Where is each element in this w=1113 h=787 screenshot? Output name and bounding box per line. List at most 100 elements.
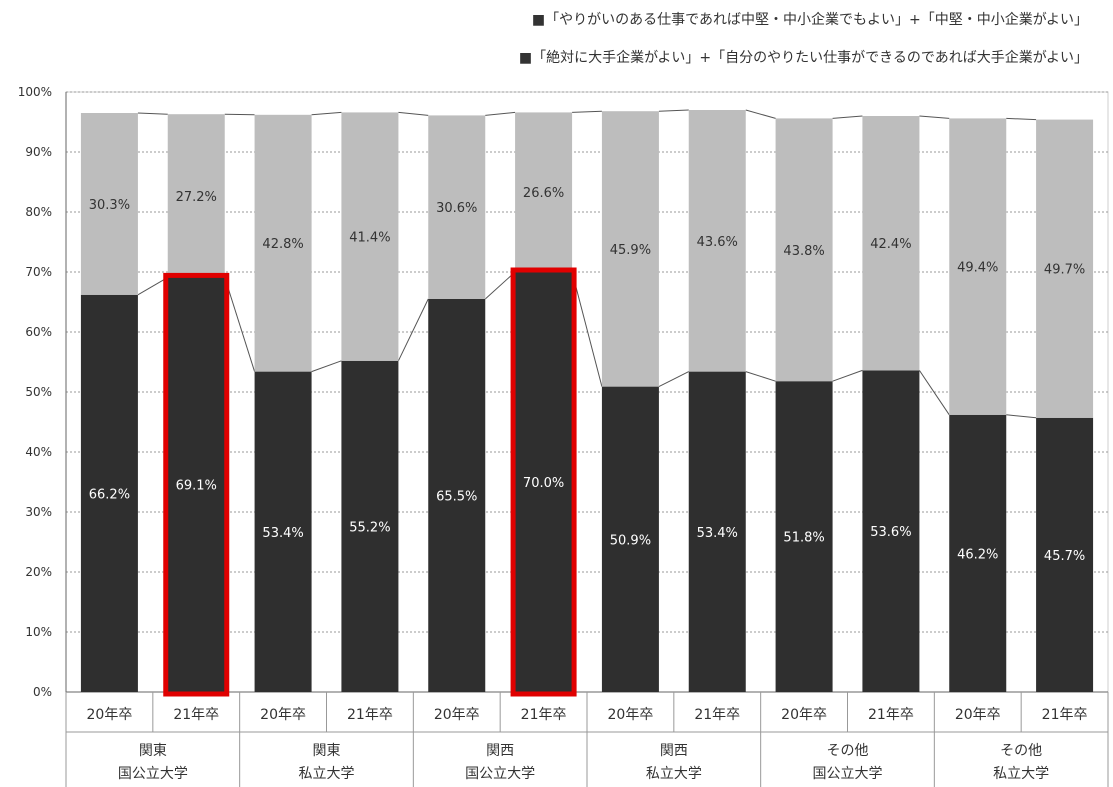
- bar-label-sme: 49.4%: [957, 261, 998, 276]
- connector-line-large-company: [919, 370, 950, 416]
- y-tick-label: 0%: [33, 685, 52, 699]
- x-year-label: 21年卒: [694, 707, 740, 723]
- connector-line-large-company: [571, 271, 603, 387]
- connector-line-large-company: [397, 298, 429, 362]
- highlight-frame: [163, 272, 230, 697]
- bar-segment-sme: [949, 118, 1007, 415]
- connector-line-total: [572, 110, 602, 113]
- x-group-type-label: 私立大学: [299, 766, 355, 782]
- bar-segment-large-company: [428, 299, 486, 692]
- bar-segment-large-company: [515, 272, 573, 692]
- x-group-type-label: 私立大学: [993, 766, 1049, 782]
- bar-segment-large-company: [688, 371, 746, 692]
- bar-segment-large-company: [167, 277, 225, 692]
- bar-segment-sme: [341, 112, 399, 361]
- bar-segment-sme: [688, 110, 746, 372]
- bar-label-large-company: 46.2%: [957, 547, 998, 562]
- bars: [80, 110, 1094, 697]
- connector-line-total: [658, 109, 689, 112]
- x-year-label: 20年卒: [260, 707, 306, 723]
- y-tick-label: 40%: [25, 445, 52, 459]
- bar-label-sme: 26.6%: [523, 186, 564, 201]
- y-tick-label: 50%: [25, 385, 52, 399]
- connector-line-large-company: [484, 271, 516, 300]
- connector-line-total: [311, 111, 342, 116]
- bar-label-large-company: 50.9%: [610, 533, 651, 548]
- connector-line-total: [832, 115, 863, 119]
- y-tick-label: 20%: [25, 565, 52, 579]
- connector-line-total: [1006, 117, 1037, 121]
- connector-line-large-company: [1006, 414, 1037, 419]
- bar-label-sme: 30.6%: [436, 201, 477, 216]
- connector-line-total: [137, 112, 168, 115]
- bar-label-sme: 41.4%: [349, 231, 390, 246]
- connector-line-large-company: [745, 371, 776, 382]
- bar-segment-large-company: [1036, 417, 1094, 692]
- bar-segment-large-company: [80, 294, 138, 692]
- connector-line-large-company: [137, 276, 169, 296]
- y-tick-label: 90%: [25, 145, 52, 159]
- bar-label-large-company: 53.4%: [262, 526, 303, 541]
- y-tick-label: 10%: [25, 625, 52, 639]
- x-group-type-label: 私立大学: [646, 766, 702, 782]
- legend: ■「やりがいのある仕事であれば中堅・中小企業でもよい」+「中堅・中小企業がよい」…: [519, 11, 1088, 66]
- highlight-frame: [510, 267, 577, 697]
- bar-label-large-company: 45.7%: [1044, 549, 1085, 564]
- bar-segment-sme: [775, 118, 833, 382]
- bar-label-large-company: 51.8%: [783, 531, 824, 546]
- connector-line-total: [745, 109, 776, 119]
- bar-label-large-company: 65.5%: [436, 490, 477, 505]
- y-tick-label: 70%: [25, 265, 52, 279]
- bar-labels: 66.2% 30.3% 69.1% 27.2% 53.4% 42.8% 55.2% 41.4%…: [89, 186, 1085, 564]
- x-group-region-label: 関西: [486, 743, 514, 759]
- y-tick-label: 80%: [25, 205, 52, 219]
- x-year-label: 21年卒: [1042, 707, 1088, 723]
- bar-segment-sme: [428, 115, 486, 300]
- x-group-type-label: 国公立大学: [813, 766, 883, 782]
- x-year-label: 20年卒: [955, 707, 1001, 723]
- x-year-label: 21年卒: [868, 707, 914, 723]
- x-group-type-label: 国公立大学: [465, 766, 535, 782]
- x-year-label: 21年卒: [521, 707, 567, 723]
- x-year-label: 20年卒: [87, 707, 133, 723]
- bar-label-sme: 43.6%: [697, 235, 738, 250]
- series-connector-lines: [137, 109, 1037, 419]
- bar-label-sme: 30.3%: [89, 198, 130, 213]
- connector-line-large-company: [658, 371, 689, 388]
- x-axis-categories: 20年卒 21年卒 20年卒 21年卒 20年卒 21年卒 20年卒 21年卒 20年卒 21年卒…: [65, 692, 1109, 787]
- bar-segment-sme: [254, 114, 312, 372]
- bar-label-large-company: 66.2%: [89, 487, 130, 502]
- connector-line-total: [919, 115, 950, 119]
- bar-label-sme: 43.8%: [783, 244, 824, 259]
- bar-segment-large-company: [341, 360, 399, 692]
- connector-line-total: [398, 111, 429, 116]
- x-group-region-label: 関東: [139, 743, 167, 759]
- x-group-region-label: 関東: [313, 743, 341, 759]
- x-group-region-label: その他: [827, 743, 869, 759]
- y-tick-label: 30%: [25, 505, 52, 519]
- bar-label-large-company: 70.0%: [523, 476, 564, 491]
- connector-line-total: [485, 111, 516, 116]
- connector-line-total: [224, 113, 255, 116]
- bar-label-large-company: 53.4%: [697, 526, 738, 541]
- bar-segment-large-company: [254, 371, 312, 692]
- x-group-region-label: その他: [1000, 743, 1042, 759]
- x-year-label: 20年卒: [434, 707, 480, 723]
- bar-label-large-company: 69.1%: [176, 479, 217, 494]
- x-year-label: 20年卒: [608, 707, 654, 723]
- bar-segment-sme: [862, 116, 920, 371]
- bar-segment-sme: [80, 113, 138, 295]
- x-year-label: 21年卒: [347, 707, 393, 723]
- x-group-region-label: 関西: [660, 743, 688, 759]
- legend-entry: ■「やりがいのある仕事であれば中堅・中小企業でもよい」+「中堅・中小企業がよい」: [532, 11, 1088, 28]
- bar-segment-large-company: [775, 381, 833, 692]
- bar-segment-sme: [515, 112, 573, 273]
- bar-segment-sme: [1036, 119, 1094, 418]
- bar-label-large-company: 53.6%: [870, 525, 911, 540]
- connector-line-large-company: [311, 360, 342, 373]
- bar-label-sme: 45.9%: [610, 243, 651, 258]
- bar-segment-large-company: [949, 414, 1007, 692]
- bar-label-sme: 27.2%: [176, 190, 217, 205]
- bar-segment-sme: [167, 114, 225, 278]
- connector-line-large-company: [224, 277, 256, 372]
